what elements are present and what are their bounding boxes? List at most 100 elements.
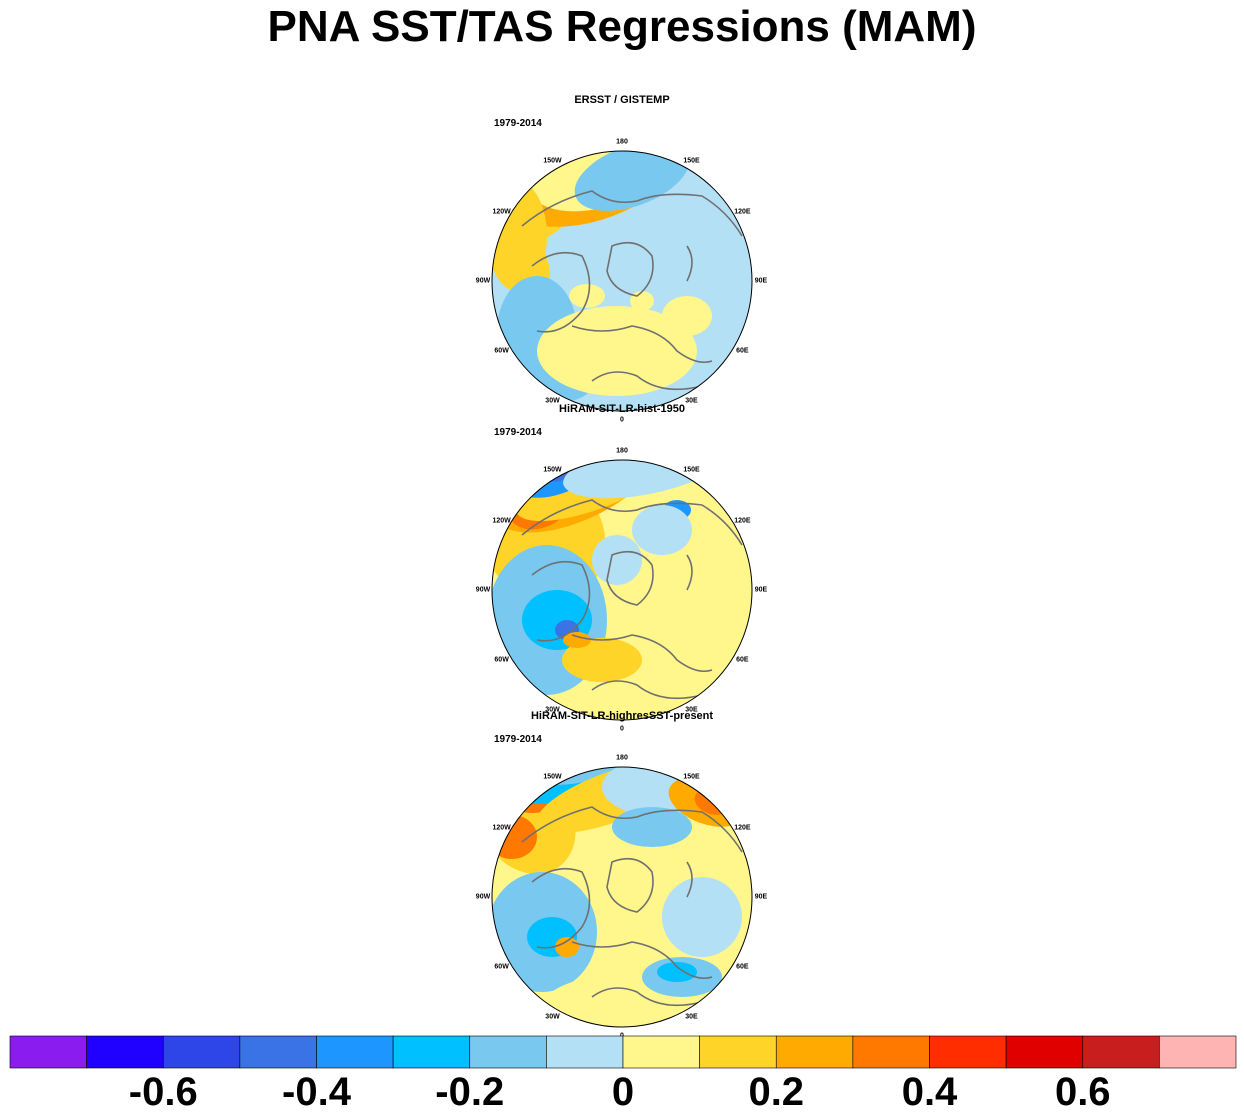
longitude-label: 30E <box>685 706 698 714</box>
anomaly-region <box>574 151 690 211</box>
panel-hiram-hist-1950: HiRAM-SIT-LR-hist-1950 1979-2014 180 150E… <box>462 403 782 733</box>
coastline <box>531 251 591 333</box>
colorbar-swatch <box>9 1035 87 1069</box>
panel-period: 1979-2014 <box>494 427 542 438</box>
map-boundary <box>491 150 753 412</box>
coastline <box>686 861 693 898</box>
longitude-label: 0 <box>620 725 624 733</box>
colorbar-swatch <box>699 1035 777 1069</box>
coastline <box>591 680 703 700</box>
coastline <box>591 371 703 391</box>
colorbar-swatch <box>852 1035 930 1069</box>
colorbar-tick-label: -0.6 <box>128 1070 198 1114</box>
coastline <box>521 806 743 853</box>
coastline <box>591 987 703 1007</box>
coastline <box>571 941 713 980</box>
longitude-label: 30W <box>545 1013 560 1021</box>
longitude-label: 30W <box>545 706 560 714</box>
coastline <box>686 245 693 282</box>
map-boundary <box>491 766 753 1028</box>
colorbar-swatch <box>1005 1035 1084 1069</box>
coastline <box>606 241 654 297</box>
coastline <box>521 190 743 237</box>
longitude-label: 120E <box>734 517 751 524</box>
colorbar-swatch <box>316 1035 394 1069</box>
colorbar-tick-label: -0.2 <box>435 1070 505 1114</box>
longitude-label: 60W <box>494 656 509 663</box>
longitude-label: 150E <box>683 466 700 474</box>
longitude-label: 150W <box>543 466 562 474</box>
colorbar-swatch <box>239 1035 317 1069</box>
longitude-label: 60W <box>494 963 509 970</box>
colorbar-swatch <box>546 1035 624 1069</box>
anomaly-region <box>563 460 721 499</box>
anomaly-region <box>630 291 654 311</box>
anomaly-region <box>657 962 697 982</box>
longitude-label: 90W <box>475 277 491 285</box>
longitude-label: 120W <box>492 517 511 524</box>
panel-period: 1979-2014 <box>494 734 542 745</box>
anomaly-region <box>662 877 742 957</box>
colorbar-tick-label: 0.6 <box>1054 1070 1111 1114</box>
longitude-label: 90E <box>754 586 768 594</box>
anomaly-region <box>563 632 591 648</box>
panel-title: ERSST / GISTEMP <box>574 94 670 106</box>
longitude-label: 90W <box>475 893 491 901</box>
panel-period: 1979-2014 <box>494 118 542 129</box>
colorbar-swatch <box>929 1035 1007 1069</box>
longitude-label: 180 <box>616 754 628 762</box>
longitude-label: 30E <box>685 397 698 405</box>
coastline <box>531 560 591 642</box>
longitude-label: 150E <box>683 773 700 781</box>
longitude-label: 150W <box>543 773 562 781</box>
longitude-label: 120W <box>492 824 511 831</box>
longitude-label: 0 <box>620 416 624 424</box>
figure-title: PNA SST/TAS Regressions (MAM) <box>267 2 977 51</box>
longitude-label: 30E <box>685 1013 698 1021</box>
longitude-label: 120E <box>734 824 751 831</box>
longitude-label: 120W <box>492 208 511 215</box>
longitude-label: 90E <box>754 893 768 901</box>
longitude-label: 60E <box>736 963 749 970</box>
coastline <box>571 634 713 673</box>
anomaly-region <box>632 505 692 555</box>
panel-title: HiRAM-SIT-LR-highresSST-present <box>530 710 714 722</box>
colorbar-tick-label: -0.4 <box>282 1070 351 1114</box>
anomaly-region <box>569 284 605 308</box>
longitude-label: 150E <box>683 157 700 165</box>
polar-map <box>491 150 753 412</box>
panel-ersst-gistemp: ERSST / GISTEMP 1979-2014 180 150E 120E 90E… <box>462 94 782 424</box>
coastline <box>686 554 693 591</box>
polar-map <box>491 766 753 1028</box>
coastline <box>531 867 591 949</box>
panel-title: HiRAM-SIT-LR-hist-1950 <box>559 403 685 415</box>
colorbar-swatch <box>469 1035 547 1069</box>
anomaly-region <box>592 535 642 585</box>
colorbar <box>9 1035 1237 1069</box>
anomaly-region <box>562 638 642 682</box>
anomaly-region <box>555 937 579 957</box>
colorbar-swatch <box>392 1035 471 1069</box>
panel-hiram-highressst-present: HiRAM-SIT-LR-highresSST-present 1979-201… <box>462 710 782 1040</box>
colorbar-tick-label: 0.2 <box>748 1070 805 1114</box>
longitude-label: 60W <box>494 347 509 354</box>
longitude-label: 180 <box>616 447 628 455</box>
longitude-label: 150W <box>543 157 562 165</box>
longitude-label: 30W <box>545 397 560 405</box>
anomaly-region <box>537 306 697 396</box>
coastline <box>521 499 743 546</box>
colorbar-swatch <box>86 1035 164 1069</box>
longitude-label: 120E <box>734 208 751 215</box>
anomaly-region <box>662 296 712 336</box>
longitude-label: 90W <box>475 586 491 594</box>
map-boundary <box>491 459 753 721</box>
colorbar-swatch <box>1159 1035 1237 1069</box>
longitude-label: 60E <box>736 656 749 663</box>
colorbar-tick-label: 0 <box>611 1070 635 1114</box>
polar-map <box>491 459 753 721</box>
coastline <box>606 857 654 913</box>
longitude-label: 60E <box>736 347 749 354</box>
longitude-label: 90E <box>754 277 768 285</box>
coastline <box>571 325 713 364</box>
longitude-label: 180 <box>616 138 628 146</box>
